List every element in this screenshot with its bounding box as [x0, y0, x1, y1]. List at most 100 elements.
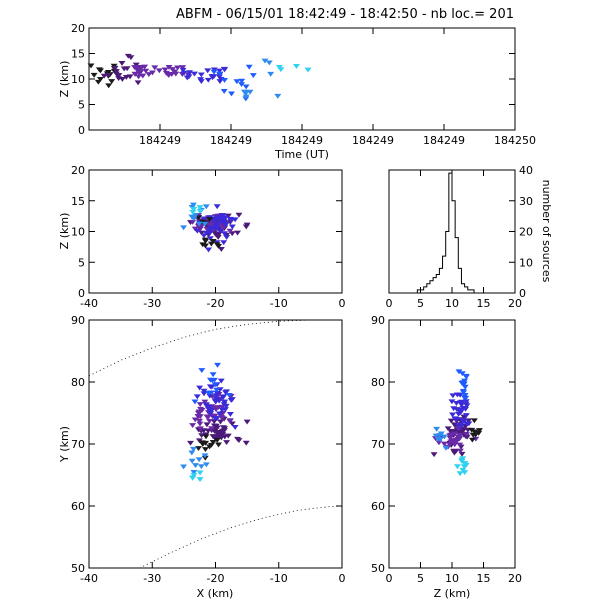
- x-y-point: [225, 393, 233, 398]
- x-y-point: [231, 425, 239, 430]
- x-z-point: [190, 206, 198, 212]
- time-height-point: [180, 70, 188, 76]
- x-y-ytick-label: 50: [71, 562, 85, 575]
- time-height-xtick-label: 184249: [352, 134, 394, 147]
- x-y-point: [208, 426, 216, 432]
- histogram-xtick-label: 5: [417, 297, 424, 310]
- z-y-point: [454, 434, 462, 440]
- x-y-point: [242, 440, 250, 446]
- x-y-ytick-label: 90: [71, 314, 85, 327]
- x-y-point: [197, 464, 205, 470]
- panel-x-y: 50 60 70 80 90 -40 -30 -20 -10 0 X (km) Y (km): [58, 314, 346, 600]
- time-height-point: [186, 70, 194, 76]
- z-y-xtick-label: 10: [445, 572, 459, 585]
- x-y-point: [219, 395, 227, 401]
- z-y-ytick-label: 50: [371, 562, 385, 575]
- time-height-point: [183, 75, 191, 81]
- x-y-point: [193, 394, 201, 400]
- panel-histogram: 0 10 20 30 40 0 5 10 15 20 number of sources: [386, 164, 554, 310]
- x-z-point: [235, 212, 243, 218]
- z-y-point: [453, 464, 461, 470]
- time-height-point: [96, 76, 104, 82]
- x-y-point: [189, 446, 197, 452]
- x-y-point: [220, 428, 228, 433]
- z-y-point: [462, 395, 470, 401]
- time-height-point: [261, 58, 269, 64]
- x-y-point: [206, 418, 214, 424]
- time-height-point: [124, 53, 132, 59]
- x-y-point: [226, 419, 234, 424]
- time-height-point: [210, 67, 218, 73]
- x-y-point: [214, 405, 222, 410]
- time-height-point: [221, 78, 229, 83]
- time-height-point: [208, 74, 216, 80]
- z-y-point: [458, 399, 466, 405]
- time-height-point: [197, 77, 205, 83]
- z-y-point: [460, 381, 468, 387]
- x-y-point: [218, 415, 226, 421]
- z-y-point: [433, 426, 441, 432]
- x-z-point: [200, 216, 208, 222]
- x-y-point: [188, 458, 196, 464]
- x-y-point: [228, 421, 236, 427]
- z-y-ytick-label: 90: [371, 314, 385, 327]
- x-z-point: [195, 221, 203, 227]
- x-z-point: [205, 247, 213, 253]
- time-height-point: [87, 63, 95, 69]
- histogram-steps: [389, 172, 515, 294]
- x-z-point: [189, 202, 197, 208]
- x-y-xtick-label: -20: [207, 572, 225, 585]
- x-y-point: [215, 398, 223, 404]
- time-height-point: [168, 72, 176, 77]
- time-height-point: [132, 62, 140, 68]
- x-y-point: [210, 423, 218, 429]
- z-y-point: [460, 390, 467, 396]
- time-height-point: [197, 72, 205, 78]
- z-y-point: [458, 451, 466, 457]
- time-height-point: [105, 83, 113, 89]
- z-y-point: [461, 384, 469, 390]
- time-height-point: [220, 88, 228, 94]
- time-height-point: [111, 65, 119, 71]
- x-y-point: [235, 438, 243, 443]
- time-height-point: [238, 82, 246, 87]
- x-z-point: [213, 204, 221, 210]
- z-y-point: [451, 416, 459, 422]
- x-z-point: [231, 217, 239, 223]
- x-z-point: [190, 216, 198, 222]
- z-y-point: [453, 392, 461, 398]
- panel-x-z-ylabel: Z (km): [58, 213, 71, 250]
- x-y-point: [187, 440, 194, 446]
- z-y-point: [459, 467, 467, 473]
- z-y-point: [450, 406, 458, 412]
- histogram-xtick-label: 10: [445, 297, 459, 310]
- time-height-point: [179, 67, 187, 73]
- x-y-point: [218, 407, 226, 413]
- time-height-point: [134, 80, 142, 86]
- z-y-point: [456, 448, 464, 454]
- x-y-point: [213, 416, 221, 422]
- time-height-point: [114, 73, 122, 79]
- x-y-point: [206, 444, 214, 450]
- x-z-point: [220, 240, 228, 246]
- z-y-point: [448, 399, 456, 405]
- z-y-point: [469, 432, 477, 438]
- z-y-xtick-label: 5: [417, 572, 424, 585]
- x-y-point: [201, 447, 209, 453]
- x-y-point: [203, 422, 211, 428]
- panel-x-y-xlabel: X (km): [197, 587, 234, 600]
- time-height-point: [137, 69, 145, 75]
- x-z-point: [223, 235, 231, 240]
- time-height-point: [118, 61, 126, 66]
- x-z-point: [234, 230, 242, 236]
- x-y-point: [188, 450, 196, 456]
- time-height-point: [267, 71, 275, 77]
- time-height-point: [190, 71, 198, 77]
- time-height-point: [133, 66, 141, 72]
- panel-x-y-ylabel: Y (km): [58, 426, 71, 463]
- x-z-point: [228, 231, 236, 237]
- x-y-point: [196, 421, 204, 427]
- x-z-point: [192, 213, 199, 219]
- time-height-point: [131, 71, 139, 77]
- time-height-point: [242, 90, 250, 96]
